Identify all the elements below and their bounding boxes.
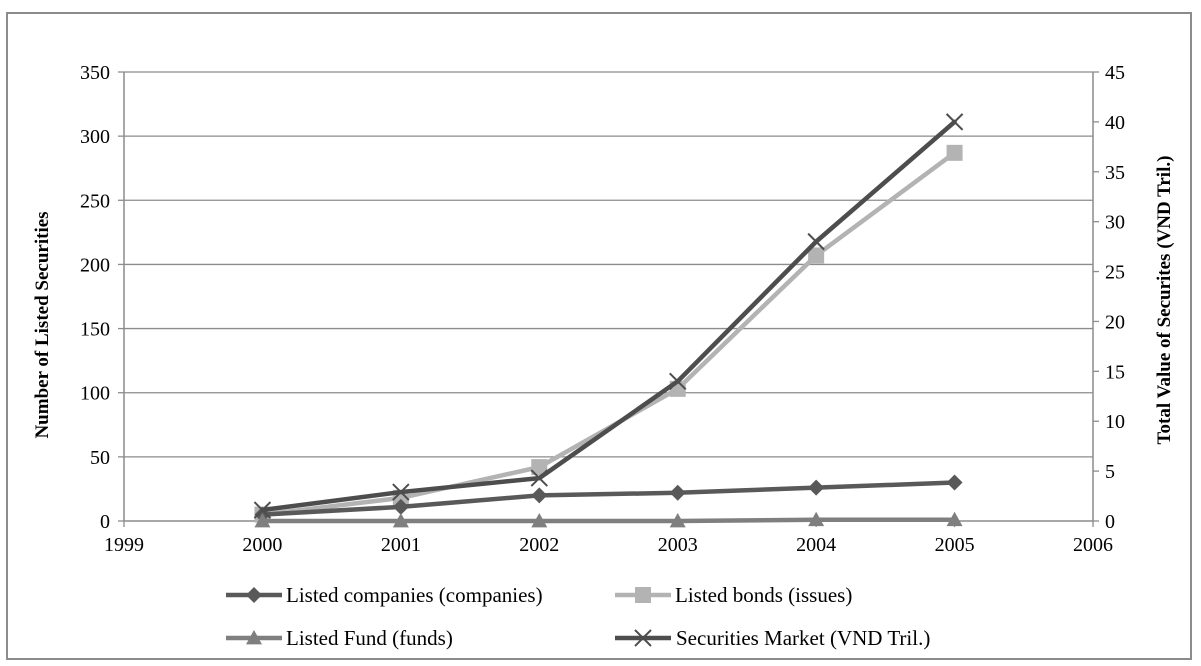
y-tick-label: 100 (80, 383, 110, 405)
data-point (392, 498, 409, 515)
y2-tick-label: 25 (1105, 262, 1125, 284)
legend: Listed companies (companies) Listed bonds… (226, 583, 930, 650)
y-tick-label: 0 (100, 511, 110, 533)
y2-tick-label: 30 (1105, 212, 1125, 234)
data-point (634, 629, 652, 647)
x-tick-label: 2004 (796, 534, 836, 556)
y-tick-label: 300 (80, 126, 110, 148)
series-3 (253, 113, 964, 519)
data-point (531, 487, 548, 504)
data-point (946, 474, 963, 491)
y-axis-title: Number of Listed Securities (32, 211, 53, 438)
legend-label: Securities Market (VND Tril.) (676, 626, 930, 650)
y2-tick-label: 0 (1105, 511, 1115, 533)
x-tick-label: 2003 (658, 534, 698, 556)
data-point-stroke (807, 232, 825, 251)
axes (118, 71, 1099, 527)
series-lines (253, 113, 964, 528)
data-point (807, 232, 825, 251)
y-tick-label: 150 (80, 319, 110, 341)
data-point (946, 511, 963, 527)
legend-item: Listed companies (companies) (226, 583, 543, 607)
y2-tick-label: 35 (1105, 162, 1125, 184)
y-tick-label: 250 (80, 190, 110, 212)
x-tick-label: 2002 (519, 534, 559, 556)
legend-item: Securities Market (VND Tril.) (615, 626, 930, 650)
data-point (669, 372, 687, 391)
data-point (253, 501, 272, 519)
chart-frame (6, 12, 1192, 660)
legend-item: Listed Fund (funds) (226, 626, 453, 650)
legend-item: Listed bonds (issues) (615, 583, 852, 607)
y-tick-label: 350 (80, 62, 110, 84)
series-line (260, 150, 957, 517)
gridlines (124, 71, 1093, 458)
data-point (635, 587, 651, 603)
data-point (392, 483, 410, 501)
data-point (669, 513, 686, 528)
data-point-stroke (669, 372, 687, 391)
data-point-stroke (392, 483, 410, 501)
y2-tick-label: 10 (1105, 411, 1125, 433)
data-point (808, 479, 825, 496)
series-2 (254, 511, 963, 528)
legend-label: Listed bonds (issues) (675, 583, 852, 607)
data-point (945, 113, 964, 131)
data-point (808, 247, 825, 264)
series-1 (254, 144, 963, 523)
data-point (392, 513, 409, 528)
x-tick-label: 2001 (381, 534, 421, 556)
x-tick-label: 1999 (104, 534, 144, 556)
data-point (531, 513, 548, 528)
y2-axis-title: Total Value of Securites (VND Tril.) (1154, 156, 1175, 445)
x-tick-label: 2005 (935, 534, 975, 556)
x-tick-label: 2000 (242, 534, 282, 556)
series-line (260, 119, 957, 513)
y2-tick-label: 15 (1105, 361, 1125, 383)
y2-tick-label: 45 (1105, 62, 1125, 84)
legend-label: Listed companies (companies) (286, 583, 543, 607)
data-point-stroke (530, 469, 548, 487)
data-point (246, 587, 262, 603)
x-tick-label: 2006 (1073, 534, 1113, 556)
series-0 (254, 474, 963, 523)
series-line (260, 480, 957, 517)
data-point (531, 459, 548, 476)
data-point-stroke (634, 629, 652, 647)
tick-labels: 0 50 100 150 200 250 300 350 0 5 10 15 20 25 30 35 40 45 1… (80, 62, 1125, 556)
data-point (808, 511, 825, 527)
data-point-stroke (253, 501, 272, 519)
data-point (946, 144, 963, 161)
series-line (260, 517, 957, 524)
y-tick-label: 50 (90, 447, 110, 469)
data-point (530, 469, 548, 487)
data-point-stroke (945, 113, 964, 131)
data-point (669, 484, 686, 501)
y-tick-label: 200 (80, 254, 110, 276)
data-point (254, 513, 271, 528)
y2-tick-label: 5 (1105, 461, 1115, 483)
legend-label: Listed Fund (funds) (286, 626, 453, 650)
y2-tick-label: 20 (1105, 311, 1125, 333)
y2-tick-label: 40 (1105, 112, 1125, 134)
data-point (246, 630, 262, 645)
